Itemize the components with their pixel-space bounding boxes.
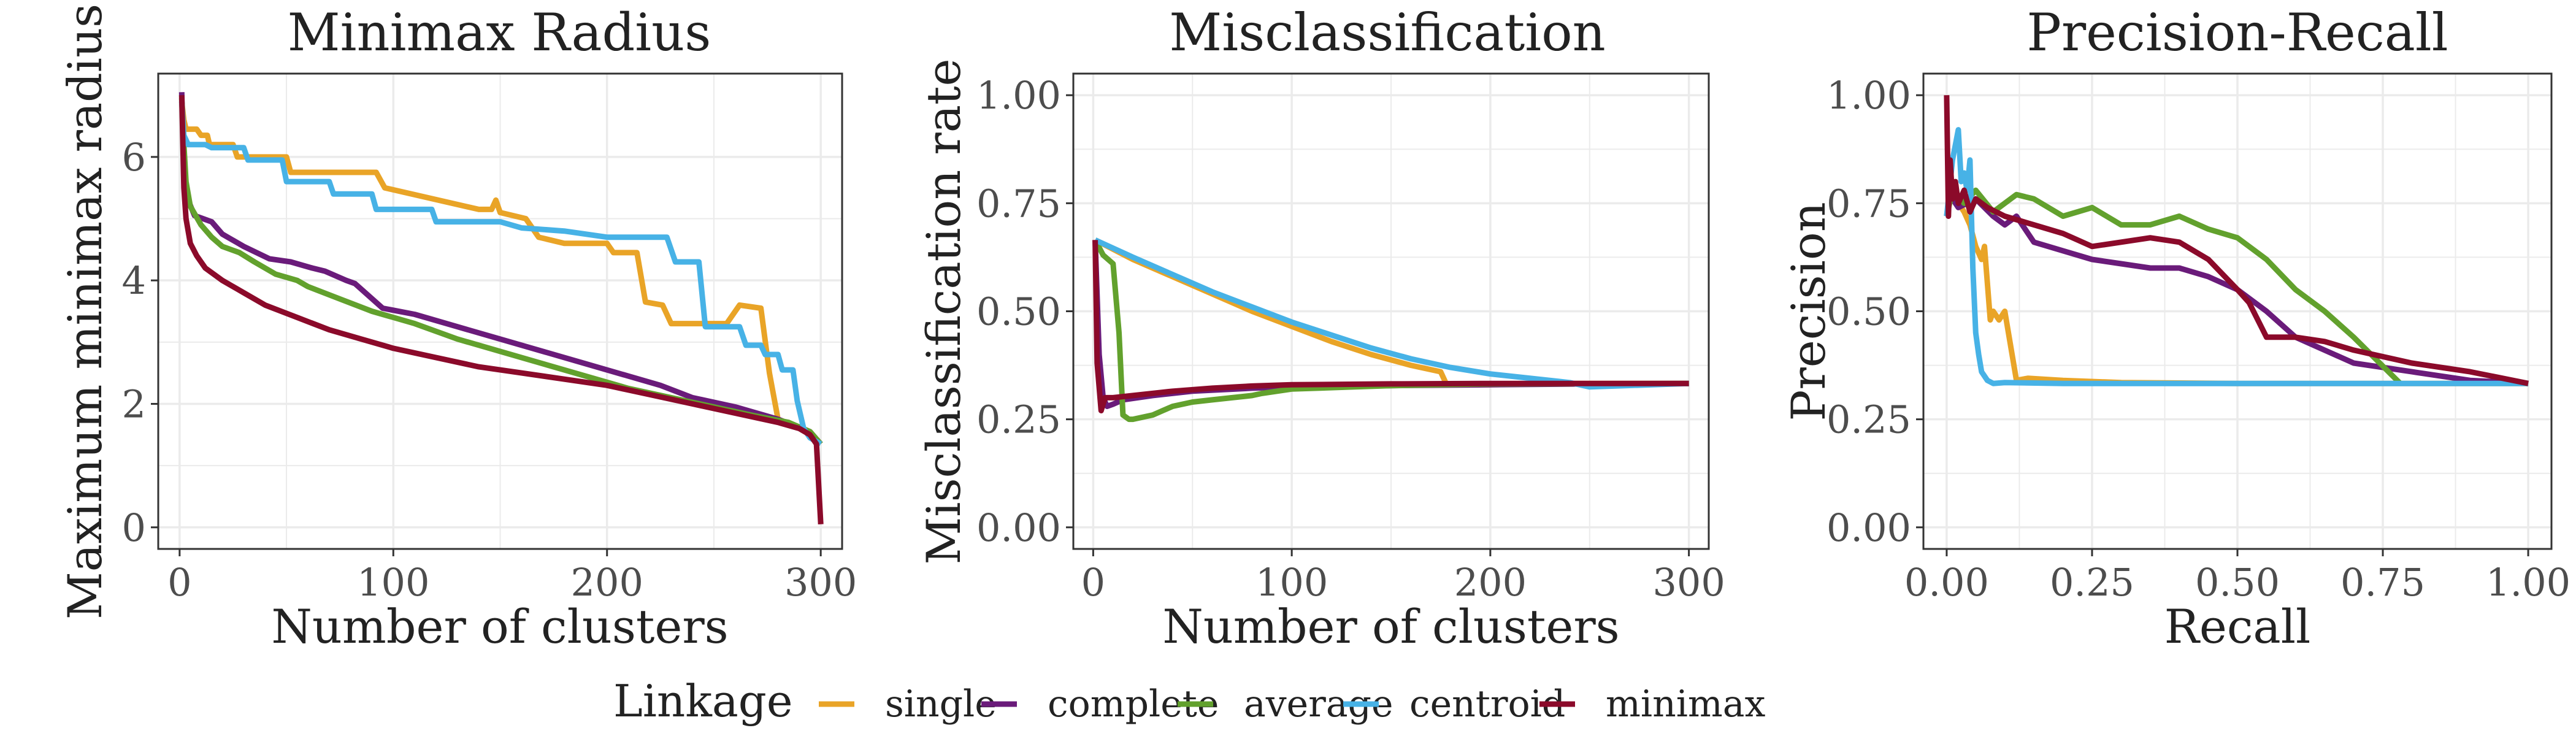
panel-precision-recall: Precision-Recall 0.00 0.25 0.50 0.75 1.000.0… <box>1781 2 2570 654</box>
series-line-complete <box>178 92 823 446</box>
tick-labels: 0 100 200 300 0.00 0.25 0.50 0.75 1.00 <box>976 73 1725 605</box>
y-tick-label: 0.50 <box>1827 289 1911 334</box>
x-tick-label: 1.00 <box>2486 560 2570 605</box>
x-tick-label: 0.00 <box>1904 560 1989 605</box>
x-axis-title: Number of clusters <box>271 599 728 654</box>
series-lines <box>1944 95 2529 386</box>
legend-label-minimax: minimax <box>1606 683 1766 726</box>
x-tick-label: 300 <box>1652 560 1725 605</box>
series-line-minimax <box>1944 95 2529 386</box>
legend: Linkage single complete average centroid min… <box>613 675 1766 727</box>
x-tick-label: 0 <box>1081 560 1105 605</box>
series-line-minimax <box>1092 240 1689 413</box>
series-line-average <box>1944 187 2402 386</box>
y-axis-title: Misclassification rate <box>916 58 971 564</box>
grid <box>1923 74 2551 549</box>
x-tick-label: 0.25 <box>2050 560 2134 605</box>
x-tick-label: 0.75 <box>2340 560 2425 605</box>
y-tick-label: 4 <box>122 258 146 303</box>
y-tick-label: 0.00 <box>1827 505 1911 550</box>
tick-labels: 0 100 200 300 0 2 4 6 <box>122 135 857 605</box>
y-tick-label: 0.00 <box>976 505 1061 550</box>
panel-title: Precision-Recall <box>2026 2 2448 63</box>
y-tick-label: 0 <box>122 505 146 550</box>
series-line-minimax <box>178 95 824 524</box>
panel-title: Misclassification <box>1169 2 1606 63</box>
y-tick-label: 0.50 <box>976 289 1061 334</box>
series-line-average <box>1092 239 1689 423</box>
y-tick-label: 0.75 <box>1827 181 1911 226</box>
series-line-centroid <box>1944 127 2529 386</box>
y-tick-label: 6 <box>122 135 146 180</box>
panel-title: Minimax Radius <box>288 2 711 63</box>
legend-label-centroid: centroid <box>1409 683 1565 726</box>
legend-label-single: single <box>885 683 997 726</box>
y-tick-label: 0.25 <box>976 397 1061 442</box>
x-tick-label: 300 <box>784 560 857 605</box>
y-tick-label: 2 <box>122 381 146 426</box>
x-tick-label: 0 <box>167 560 191 605</box>
y-axis-title: Precision <box>1781 202 1836 421</box>
x-axis-title: Number of clusters <box>1162 599 1619 654</box>
series-line-single <box>178 101 823 446</box>
series-lines <box>1092 237 1689 423</box>
panel-minimax-radius: Minimax Radius 0 100 200 300 0 2 4 6 Number of … <box>58 2 857 654</box>
y-tick-label: 1.00 <box>1827 73 1911 118</box>
x-axis-title: Recall <box>2164 599 2311 654</box>
y-axis-title: Maximum minimax radius <box>58 4 112 619</box>
x-tick-label: 100 <box>357 560 429 605</box>
panel-misclassification: Misclassification 0 100 200 300 0.00 0.25 0.50… <box>916 2 1725 654</box>
x-tick-label: 0.50 <box>2195 560 2280 605</box>
x-tick-label: 200 <box>1454 560 1527 605</box>
y-tick-label: 0.75 <box>976 181 1061 226</box>
x-tick-label: 100 <box>1255 560 1328 605</box>
grid <box>1073 74 1709 549</box>
series-lines <box>178 92 824 524</box>
legend-items: single complete average centroid minimax <box>819 683 1766 726</box>
y-tick-label: 1.00 <box>976 73 1061 118</box>
x-tick-label: 200 <box>571 560 643 605</box>
series-line-centroid <box>178 101 822 447</box>
panel-border <box>157 72 843 550</box>
tick-labels: 0.00 0.25 0.50 0.75 1.00 0.00 0.25 0.50 0.75 1.00 <box>1827 73 2570 605</box>
legend-title: Linkage <box>613 675 792 727</box>
y-tick-label: 0.25 <box>1827 397 1911 442</box>
